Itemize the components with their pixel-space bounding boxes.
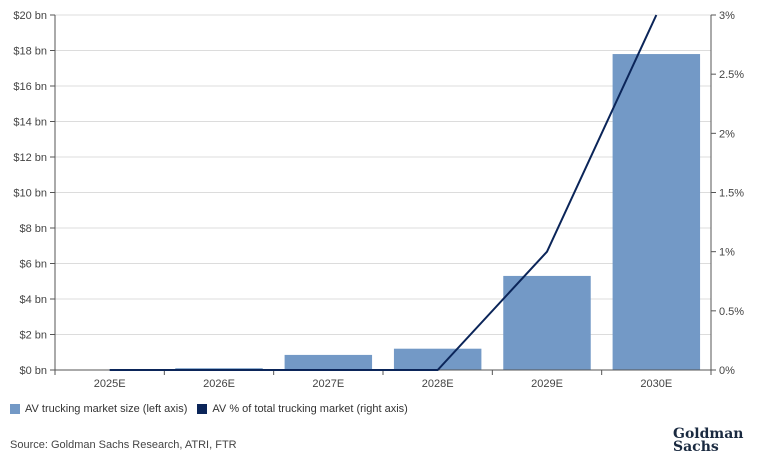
logo-line-1: Goldman (673, 426, 744, 442)
bar (393, 348, 482, 370)
line-series-path (109, 14, 658, 371)
legend-item-line: AV % of total trucking market (right axi… (197, 403, 408, 415)
left-tick-label: $18 bn (13, 46, 47, 58)
left-tick-label: $6 bn (19, 259, 47, 271)
right-tick-label: 0% (719, 365, 735, 377)
source-note: Source: Goldman Sachs Research, ATRI, FT… (10, 439, 237, 451)
legend: AV trucking market size (left axis) AV %… (10, 403, 408, 415)
legend-bar-swatch (10, 404, 20, 414)
left-tick-label: $16 bn (13, 81, 47, 93)
left-tick-label: $4 bn (19, 294, 47, 306)
bar (503, 275, 591, 370)
left-tick-label: $14 bn (13, 117, 47, 129)
chart: $0 bn $2 bn $4 bn $6 bn $8 bn $10 bn $12 bn $14… (13, 10, 744, 390)
x-tick-label: 2026E (203, 378, 235, 390)
bar (612, 54, 701, 371)
logo-line-2: Sachs (673, 439, 719, 455)
x-tick-label: 2028E (422, 378, 454, 390)
legend-item-bar: AV trucking market size (left axis) (10, 403, 187, 415)
left-tick-label: $0 bn (19, 365, 47, 377)
right-tick-label: 0.5% (719, 306, 744, 318)
x-tick-label: 2027E (312, 378, 344, 390)
line-series (109, 14, 658, 371)
right-tick-label: 1.5% (719, 188, 744, 200)
tick-labels: $0 bn $2 bn $4 bn $6 bn $8 bn $10 bn $12 bn $14… (13, 10, 744, 390)
x-tick-label: 2030E (640, 378, 672, 390)
legend-line-swatch (197, 404, 208, 414)
left-tick-label: $2 bn (19, 330, 47, 342)
bar-series (65, 54, 701, 371)
right-tick-label: 2.5% (719, 69, 744, 81)
right-tick-label: 2% (719, 128, 735, 140)
left-tick-label: $12 bn (13, 152, 47, 164)
x-tick-label: 2029E (531, 378, 563, 390)
left-tick-label: $20 bn (13, 10, 47, 22)
left-tick-label: $8 bn (19, 223, 47, 235)
x-tick-label: 2025E (94, 378, 126, 390)
legend-bar-label: AV trucking market size (left axis) (25, 403, 188, 415)
grid-lines (55, 14, 711, 335)
right-tick-label: 1% (719, 247, 735, 259)
goldman-sachs-logo: Goldman Sachs (673, 426, 745, 455)
legend-line-label: AV % of total trucking market (right axi… (212, 403, 408, 415)
left-tick-label: $10 bn (13, 188, 47, 200)
right-tick-label: 3% (719, 10, 735, 22)
bar (284, 354, 373, 370)
